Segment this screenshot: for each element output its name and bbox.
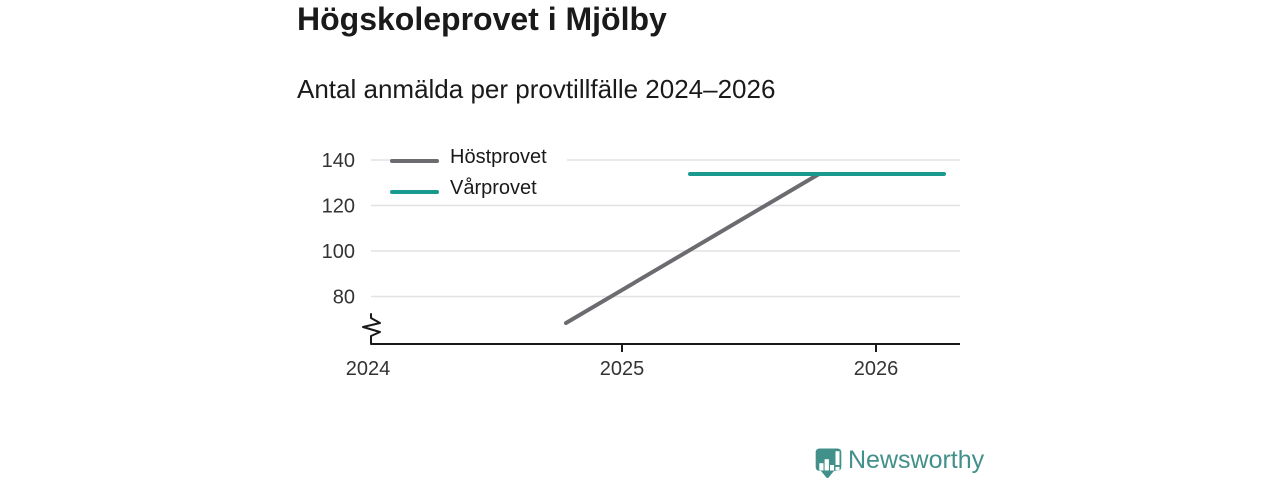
svg-text:2024: 2024 <box>346 358 391 380</box>
svg-text:2026: 2026 <box>854 358 899 380</box>
svg-text:Newsworthy: Newsworthy <box>848 446 985 474</box>
svg-text:140: 140 <box>322 150 355 172</box>
svg-text:80: 80 <box>333 287 355 309</box>
svg-text:Höstprovet: Höstprovet <box>450 146 547 168</box>
svg-text:2025: 2025 <box>600 358 645 380</box>
svg-text:100: 100 <box>322 241 355 263</box>
svg-text:Vårprovet: Vårprovet <box>450 177 537 199</box>
svg-text:120: 120 <box>322 196 355 218</box>
